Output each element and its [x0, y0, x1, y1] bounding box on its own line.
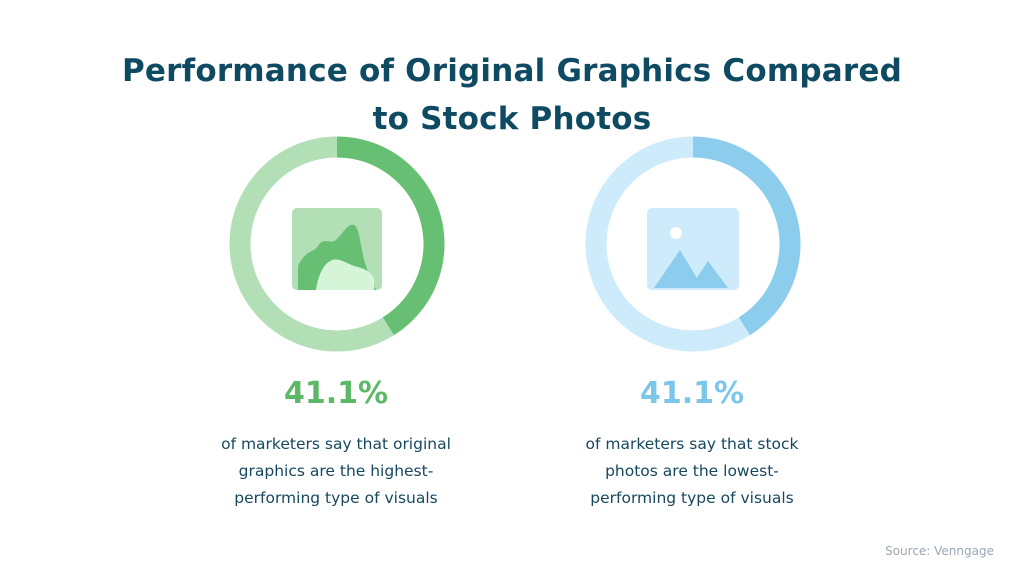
- stock-photos-description: of marketers say that stock photos are t…: [527, 431, 857, 512]
- chart-title-line-1: Performance of Original Graphics Compare…: [122, 52, 902, 89]
- original-graphics-description-line-2: graphics are the highest-: [238, 462, 434, 480]
- original-graphics-donut-value-arc: [336, 136, 445, 336]
- stock-photos-description-line-1: of marketers say that stock: [585, 435, 799, 453]
- photo-image-icon: [647, 208, 739, 290]
- source-note: Source: Venngage: [885, 544, 994, 558]
- stock-photos-panel: 41.1% of marketers say that stock photos…: [527, 133, 857, 513]
- stock-photos-description-line-2: photos are the lowest-: [605, 462, 779, 480]
- stock-photos-donut-value-arc: [692, 136, 801, 336]
- chart-image-icon: [292, 208, 382, 290]
- chart-title: Performance of Original Graphics Compare…: [0, 47, 1024, 143]
- original-graphics-donut: [229, 136, 445, 352]
- original-graphics-description: of marketers say that original graphics …: [171, 431, 501, 512]
- original-graphics-description-line-3: performing type of visuals: [234, 489, 438, 507]
- original-graphics-percent: 41.1%: [283, 376, 389, 411]
- chart-title-line-2: to Stock Photos: [372, 100, 652, 137]
- stock-photos-description-line-3: performing type of visuals: [590, 489, 794, 507]
- stock-photos-donut: [585, 136, 801, 352]
- original-graphics-panel: 41.1% of marketers say that original gra…: [171, 133, 501, 513]
- stock-photos-percent: 41.1%: [639, 376, 745, 411]
- original-graphics-description-line-1: of marketers say that original: [221, 435, 451, 453]
